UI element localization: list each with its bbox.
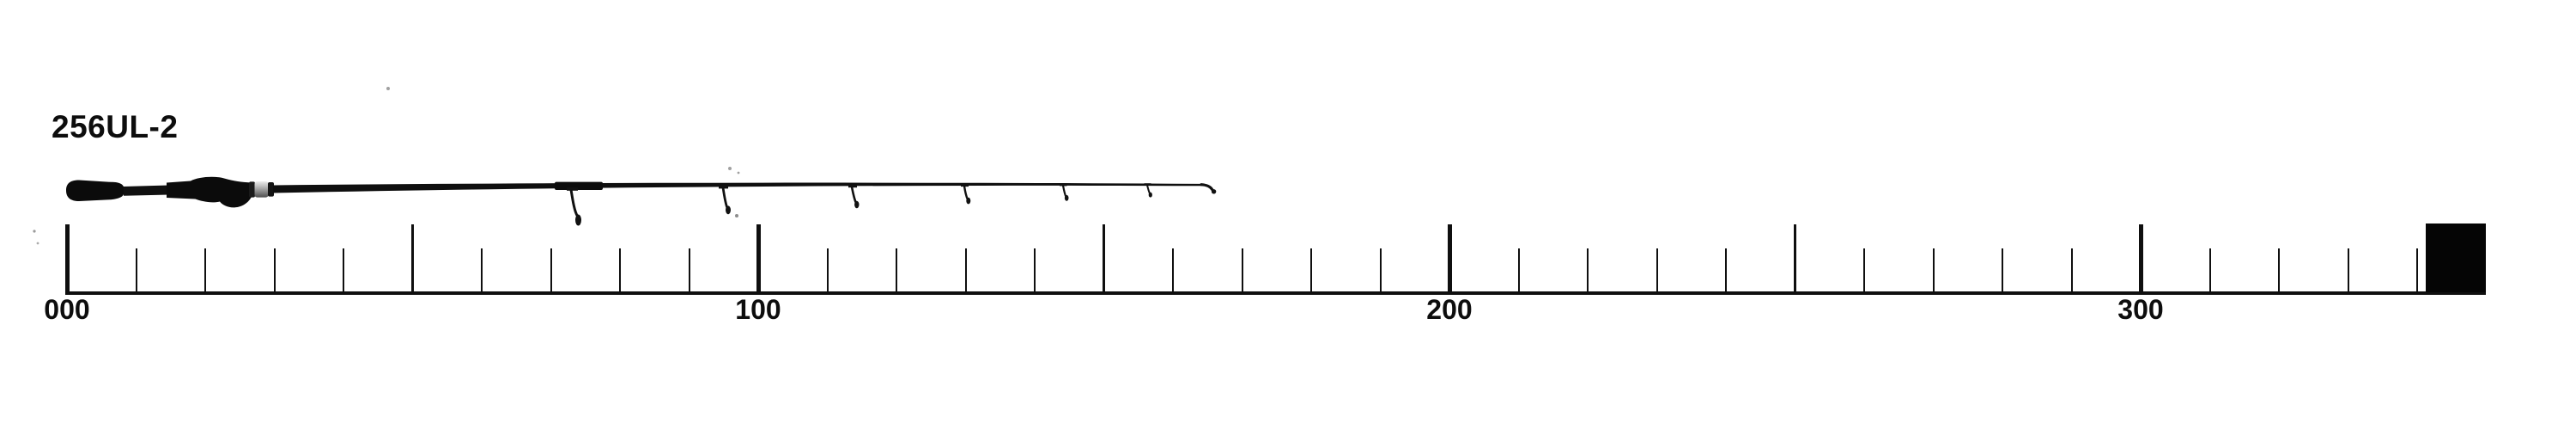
ruler-tick-major [756, 224, 761, 295]
ruler-tick-major [1447, 224, 1452, 295]
ruler-tick-minor [2347, 248, 2349, 295]
ruler-tick-minor [1241, 248, 1243, 295]
ruler-tick-minor [1725, 248, 1727, 295]
ruler-tick-minor [2070, 248, 2073, 295]
ruler-tick-half [411, 224, 414, 295]
ruler-tick-minor [273, 248, 276, 295]
ruler-tick-minor [1172, 248, 1174, 295]
model-number-label: 256UL-2 [52, 109, 179, 144]
ruler-tick-minor [2416, 248, 2418, 295]
ruler-tick-half [1794, 224, 1796, 295]
ruler-tick-minor [619, 248, 621, 295]
ruler-tick-minor [343, 248, 344, 295]
ruler-label-100: 100 [735, 294, 781, 325]
ruler-tick-minor [481, 248, 483, 295]
ruler-end-marker [2426, 224, 2486, 292]
ruler-tick-minor [688, 248, 690, 295]
ruler-tick-minor [1034, 248, 1036, 295]
ruler-tick-minor [135, 248, 137, 295]
ruler-tick-minor [1863, 248, 1865, 295]
ruler-baseline [65, 291, 2486, 295]
ruler-tick-minor [896, 248, 897, 295]
ruler-tick-minor [1932, 248, 1935, 295]
ruler-tick-minor [2208, 248, 2211, 295]
ruler-label-300: 300 [2117, 294, 2164, 325]
ruler-tick-minor [1656, 248, 1658, 295]
ruler-tick-minor [2278, 248, 2280, 295]
ruler-label-0: 000 [44, 294, 90, 325]
ruler-tick-minor [1379, 248, 1382, 295]
ruler-tick-minor [1587, 248, 1589, 295]
ruler-tick-minor [550, 248, 552, 295]
ruler-tick-minor [826, 248, 829, 295]
ruler-tick-minor [2002, 248, 2003, 295]
ruler-tick-minor [1517, 248, 1520, 295]
ruler-tick-major [64, 224, 70, 295]
ruler-tick-minor [1310, 248, 1312, 295]
ruler-tick-major [2138, 224, 2143, 295]
ruler-label-200: 200 [1426, 294, 1473, 325]
ruler-tick-minor [964, 248, 967, 295]
ruler-tick-half [1103, 224, 1105, 295]
ruler-tick-minor [204, 248, 206, 295]
